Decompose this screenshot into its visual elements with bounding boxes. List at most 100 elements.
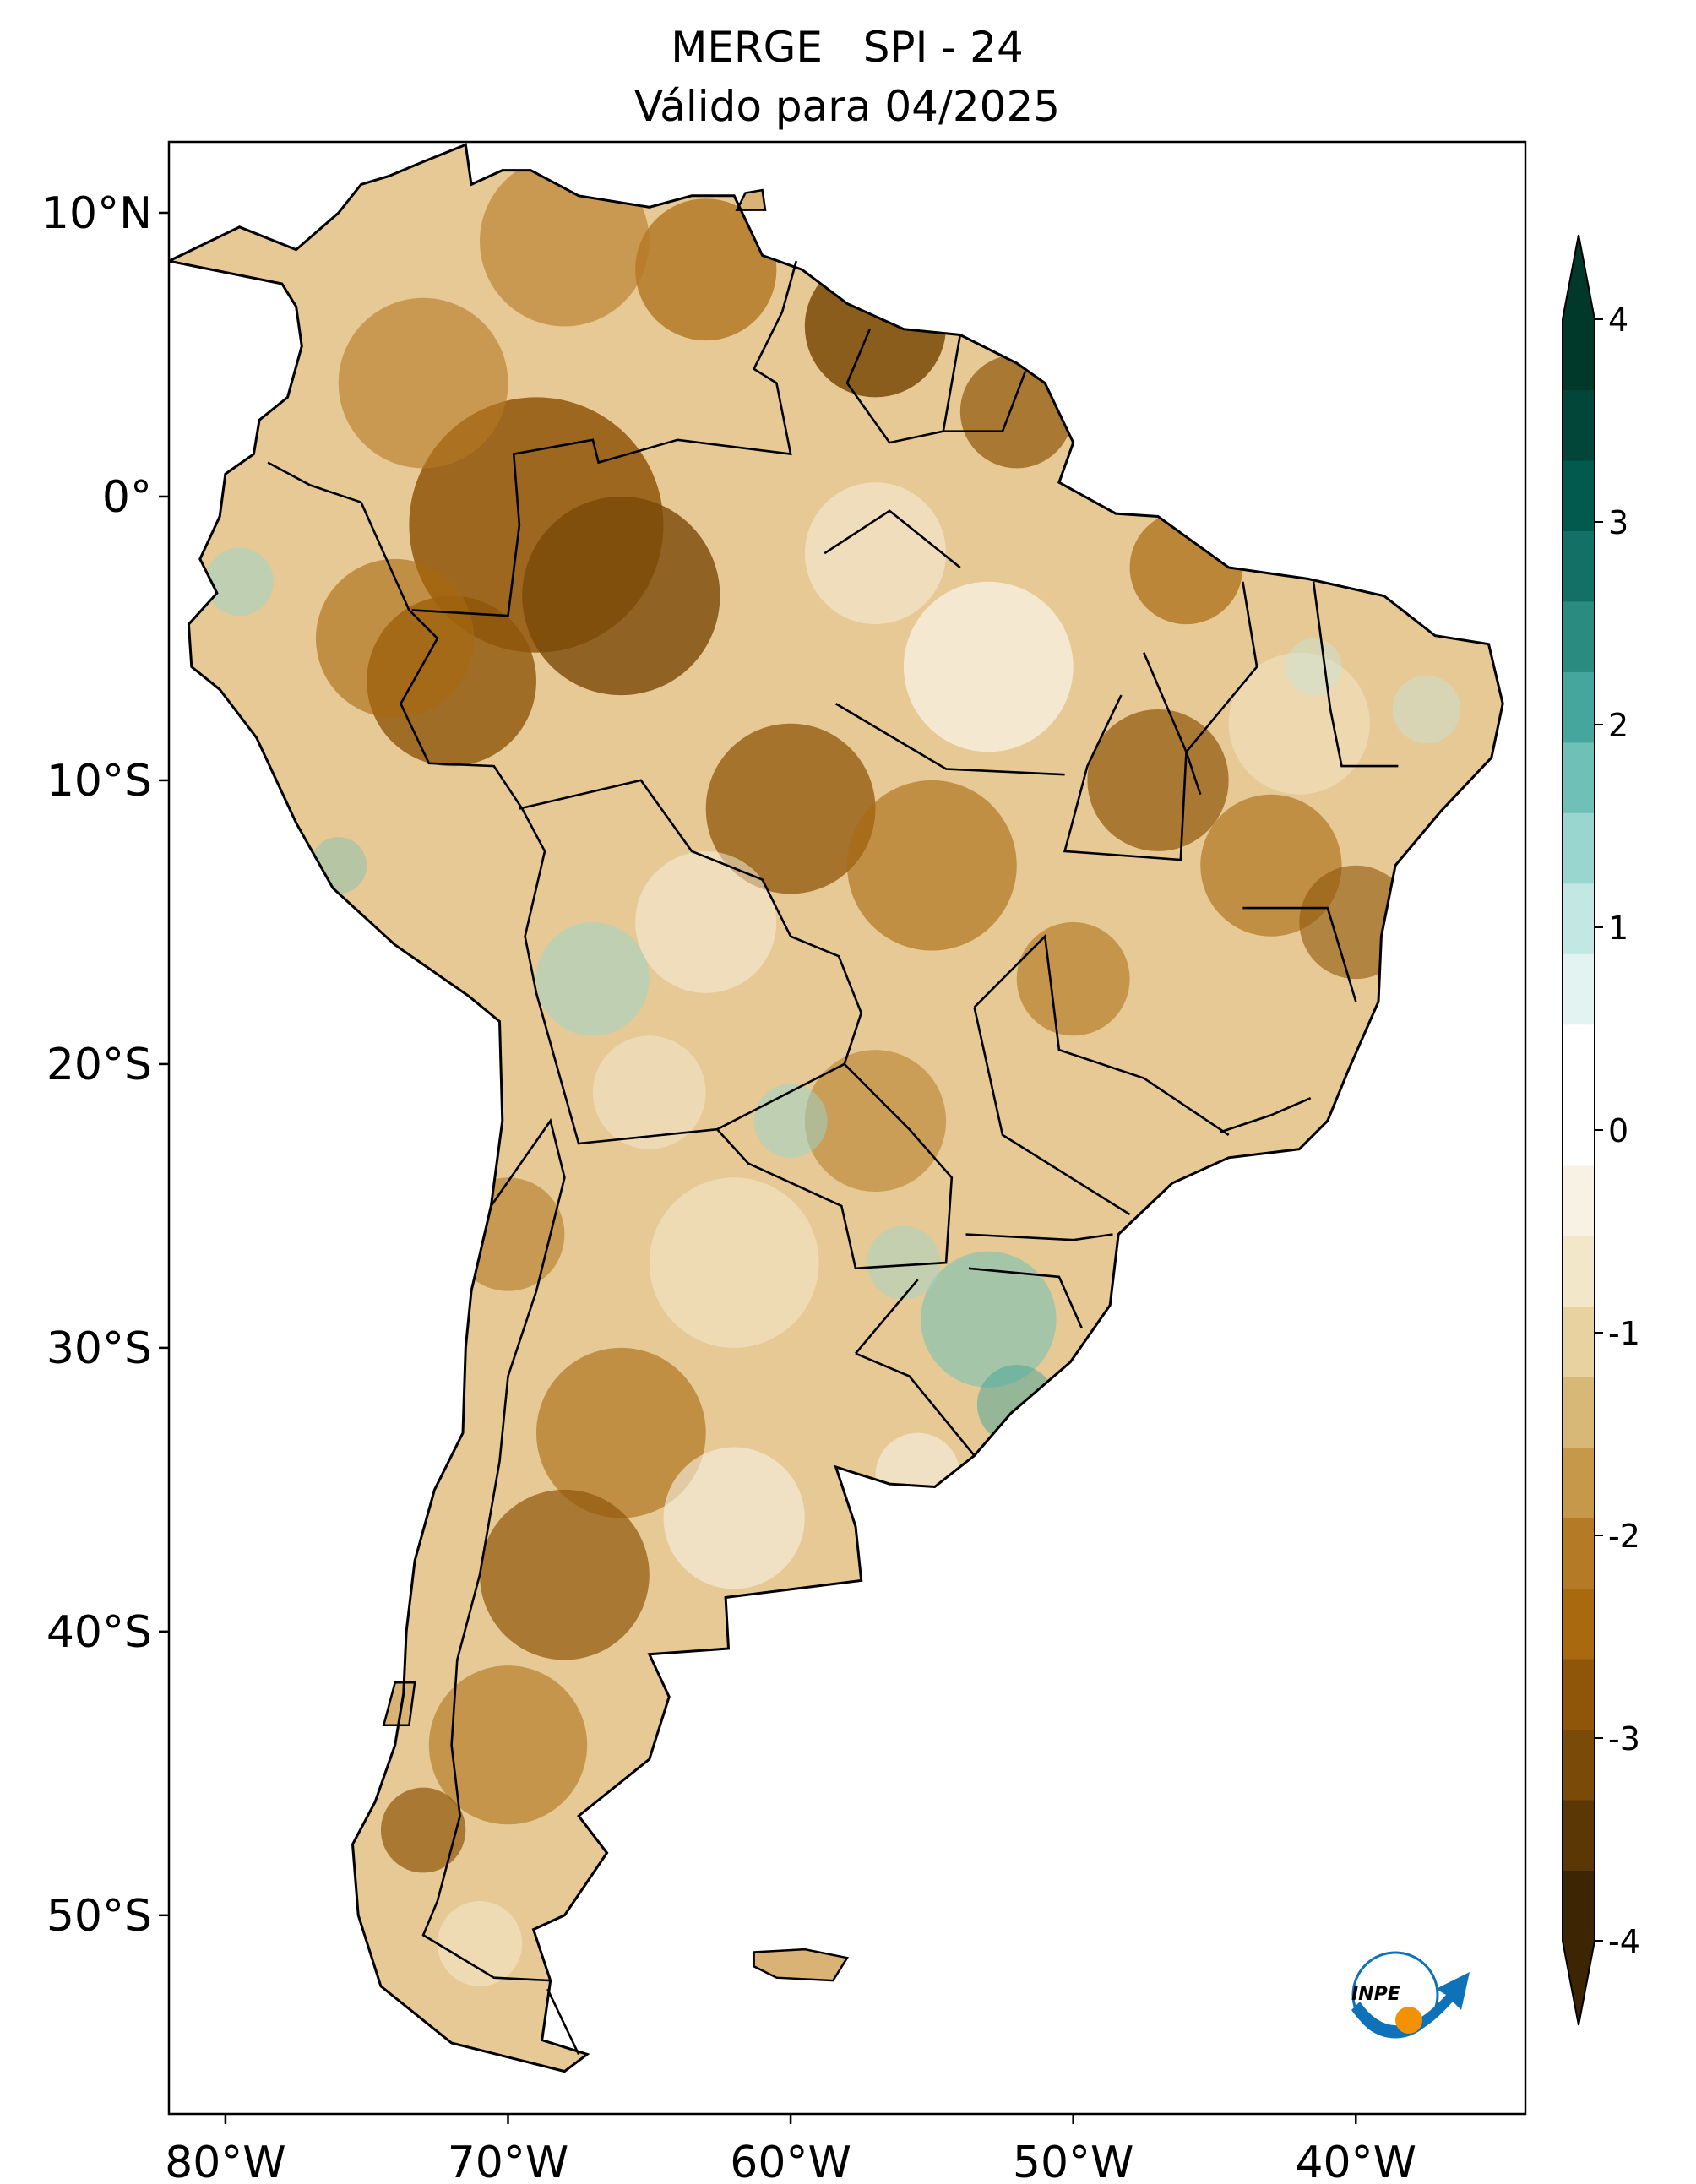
colorbar-swatch <box>1563 1659 1595 1730</box>
colorbar-swatch <box>1563 1518 1595 1589</box>
colorbar-swatch <box>1563 600 1595 672</box>
spi-anomaly-patch <box>437 1901 523 1986</box>
colorbar-tick-label: 0 <box>1608 1112 1628 1149</box>
colorbar-tick-label: 3 <box>1608 504 1628 541</box>
border-line <box>780 260 798 312</box>
lon-tick-label: 80°W <box>165 2138 286 2184</box>
lat-tick-label: 10°S <box>46 756 152 807</box>
spi-anomaly-patch <box>380 1787 466 1873</box>
lat-tick-label: 10°N <box>41 188 152 239</box>
border-line <box>360 502 546 994</box>
colorbar-swatch <box>1563 812 1595 884</box>
island <box>382 1681 416 1726</box>
colorbar-swatch <box>1563 1236 1595 1307</box>
border-line <box>421 1118 566 1982</box>
plot-frame <box>167 140 1527 2116</box>
colorbar-swatch <box>1563 1095 1595 1166</box>
spi-anomaly-patch <box>535 1347 706 1518</box>
border-line <box>855 1352 976 1457</box>
lon-tick-label: 70°W <box>448 2138 569 2184</box>
spi-anomaly-patch <box>705 723 876 894</box>
spi-anomaly-patch <box>1228 652 1370 795</box>
spi-anomaly-patch <box>522 496 720 696</box>
colorbar-swatch <box>1563 671 1595 743</box>
map-plot-area <box>169 142 1525 2114</box>
border-line <box>855 1279 919 1355</box>
border-line <box>519 779 863 1145</box>
lat-tick-label: 0° <box>102 472 152 523</box>
spi-anomaly-patch <box>428 1665 588 1825</box>
colorbar-swatch <box>1563 459 1595 531</box>
border-line <box>716 1062 954 1270</box>
colorbar-swatch <box>1563 742 1595 813</box>
lon-tick-label: 60°W <box>730 2138 851 2184</box>
island <box>735 188 767 211</box>
colorbar-tick-label: -4 <box>1608 1923 1640 1960</box>
border-line <box>968 1267 1083 1328</box>
spi-anomaly-patch <box>1285 638 1342 696</box>
colorbar-swatch <box>1563 1800 1595 1872</box>
border-line <box>943 371 1027 432</box>
longitude-axis: 80°W 70°W 60°W 50°W 40°W <box>165 2114 1416 2184</box>
spi-anomaly-patch <box>338 297 508 469</box>
border-line <box>824 509 961 569</box>
border-line <box>1220 1097 1312 1133</box>
colorbar-tick-label: -1 <box>1608 1315 1640 1352</box>
lon-tick-label: 50°W <box>1013 2138 1134 2184</box>
coastline <box>169 143 1504 2073</box>
spi-anomaly-patch <box>847 780 1017 951</box>
spi-anomaly-patch <box>649 1177 819 1348</box>
spi-anomaly-patch <box>205 547 274 617</box>
colorbar-swatch <box>1563 1377 1595 1448</box>
inpe-logo: INPE <box>1351 1951 1470 2039</box>
spi-anomaly-patch <box>867 1225 941 1300</box>
colorbar-swatch <box>1563 319 1595 390</box>
lat-tick-label: 50°S <box>46 1891 152 1942</box>
colorbar-swatch <box>1563 883 1595 954</box>
lat-tick-label: 20°S <box>46 1040 152 1090</box>
border-line <box>1185 581 1258 796</box>
lon-tick-label: 40°W <box>1295 2138 1416 2184</box>
colorbar: 4 3 2 1 0 -1 -2 -3 -4 <box>1562 234 1640 2026</box>
spi-anomaly-patch <box>920 1251 1057 1388</box>
spi-anomaly-patch <box>535 921 650 1036</box>
spi-anomaly-patch <box>592 1035 706 1149</box>
border-line <box>834 703 1065 776</box>
spi-anomaly-patch <box>663 1447 805 1589</box>
colorbar-min-extension <box>1563 1941 1595 2025</box>
colorbar-swatch <box>1563 1165 1595 1236</box>
islands <box>382 188 850 1982</box>
border-line <box>973 1007 1131 1216</box>
colorbar-swatch <box>1563 1729 1595 1801</box>
map-title: MERGE SPI - 24 <box>671 23 1024 72</box>
lat-tick-label: 30°S <box>46 1323 152 1374</box>
country-state-borders <box>267 260 1399 2055</box>
colorbar-swatch <box>1563 1447 1595 1518</box>
border-line <box>973 933 1230 1136</box>
colorbar-tick-label: 2 <box>1608 707 1628 744</box>
border-line <box>845 329 962 444</box>
colorbar-swatch <box>1563 953 1595 1025</box>
spi-anomaly-patch <box>315 558 475 719</box>
spi-anomaly-patch <box>1087 709 1229 851</box>
border-line <box>1312 581 1399 768</box>
colorbar-swatch <box>1563 389 1595 461</box>
border-line <box>1063 652 1188 861</box>
island <box>753 1948 850 1982</box>
border-line <box>965 1233 1113 1241</box>
colorbar-swatch <box>1563 1870 1595 1942</box>
logo-text: INPE <box>1351 1984 1400 2005</box>
colorbar-swatch <box>1563 530 1595 602</box>
colorbar-tick-label: -2 <box>1608 1518 1640 1555</box>
spi-anomaly-patch <box>753 1084 828 1158</box>
spi-anomaly-patch <box>635 850 777 993</box>
border-line <box>1242 906 1357 1002</box>
map-subtitle: Válido para 04/2025 <box>633 82 1061 131</box>
border-line <box>546 1988 580 2055</box>
latitude-axis: 10°N 0° 10°S 20°S 30°S 40°S 50°S <box>41 188 169 1942</box>
border-line <box>267 461 361 503</box>
colorbar-swatch <box>1563 1588 1595 1660</box>
colorbar-tick-label: -3 <box>1608 1720 1640 1758</box>
spi-anomaly-patch <box>804 1050 947 1193</box>
colorbar-tick-label: 1 <box>1608 910 1628 947</box>
